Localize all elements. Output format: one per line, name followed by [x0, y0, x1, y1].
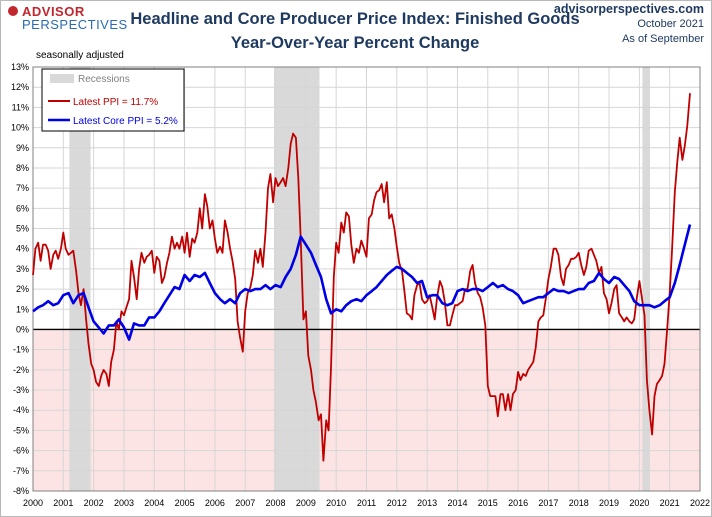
y-tick-label: -1%: [13, 345, 29, 355]
y-tick-label: -7%: [13, 466, 29, 476]
recession-band: [642, 67, 650, 491]
y-tick-label: -8%: [13, 486, 29, 496]
y-tick-label: 0%: [16, 324, 29, 334]
legend-ppi-label: Latest PPI = 11.7%: [73, 97, 158, 108]
x-tick-label: 2013: [417, 498, 437, 508]
y-tick-label: 7%: [16, 183, 29, 193]
x-tick-label: 2019: [599, 498, 619, 508]
x-tick-label: 2011: [357, 498, 376, 508]
x-tick-label: 2005: [175, 498, 195, 508]
headline-ppi-line: [32, 93, 691, 462]
logo-line2: PERSPECTIVES: [22, 17, 128, 32]
chart-title: Headline and Core Producer Price Index: …: [130, 10, 580, 28]
x-tick-label: 2004: [144, 498, 164, 508]
plot-border: [32, 66, 701, 492]
x-tick-label: 2006: [205, 498, 225, 508]
x-tick-label: 2016: [508, 498, 528, 508]
y-tick-label: 8%: [16, 163, 29, 173]
site-url: advisorperspectives.com: [553, 2, 704, 16]
logo-mark-icon: [8, 6, 18, 16]
legend-core-label: Latest Core PPI = 5.2%: [73, 116, 178, 127]
x-tick-label: 2018: [569, 498, 589, 508]
x-tick-label: 2014: [447, 498, 467, 508]
chart-subtitle: Year-Over-Year Percent Change: [230, 34, 480, 52]
x-tick-label: 2021: [660, 498, 680, 508]
y-tick-label: 13%: [11, 62, 29, 72]
source-info: advisorperspectives.com October 2021 As …: [554, 2, 704, 47]
y-tick-label: -6%: [13, 446, 29, 456]
recession-band: [274, 67, 320, 491]
y-tick-label: 2%: [16, 284, 29, 294]
x-tick-label: 2012: [387, 498, 407, 508]
x-tick-label: 2020: [629, 498, 649, 508]
recession-band: [69, 67, 91, 491]
x-tick-label: 2008: [266, 498, 286, 508]
core-ppi-line: [32, 224, 692, 341]
x-tick-label: 2015: [478, 498, 498, 508]
y-tick-label: -2%: [13, 365, 29, 375]
x-tick-label: 2010: [326, 498, 346, 508]
y-tick-label: 11%: [12, 102, 29, 112]
y-tick-label: 1%: [16, 304, 29, 314]
legend-recession-swatch: [50, 74, 74, 83]
x-tick-label: 2007: [235, 498, 255, 508]
x-tick-label: 2003: [114, 498, 134, 508]
seasonal-note: seasonally adjusted: [36, 50, 124, 61]
y-tick-label: -4%: [13, 405, 29, 415]
y-tick-label: 9%: [16, 143, 29, 153]
x-tick-label: 2001: [53, 498, 73, 508]
y-tick-label: 3%: [16, 264, 29, 274]
y-tick-label: 10%: [11, 123, 29, 133]
x-tick-label: 2009: [296, 498, 316, 508]
x-tick-label: 2017: [538, 498, 558, 508]
x-tick-label: 2000: [23, 498, 43, 508]
advisor-perspectives-logo: ADVISOR PERSPECTIVES: [8, 4, 128, 32]
y-tick-label: -3%: [13, 385, 29, 395]
y-tick-label: -5%: [13, 425, 29, 435]
logo-line1: ADVISOR: [22, 4, 85, 19]
y-tick-label: 6%: [16, 203, 29, 213]
y-tick-label: 4%: [16, 244, 29, 254]
legend-recession-label: Recessions: [78, 74, 130, 85]
y-tick-label: 5%: [16, 224, 29, 234]
x-tick-label: 2002: [84, 498, 104, 508]
as-of-date: As of September: [622, 33, 704, 45]
x-tick-label: 2022: [690, 498, 710, 508]
y-tick-label: 12%: [11, 82, 29, 92]
publish-date: October 2021: [637, 18, 704, 30]
